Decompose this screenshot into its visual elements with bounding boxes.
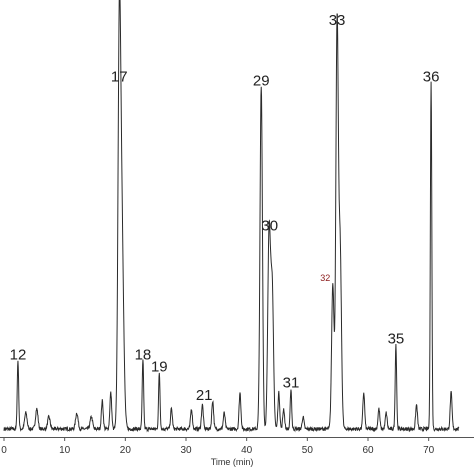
peak-label-33: 33 bbox=[329, 12, 346, 29]
peak-label-35: 35 bbox=[388, 330, 405, 347]
x-tick-label: 50 bbox=[302, 445, 314, 456]
peak-label-17: 17 bbox=[111, 68, 128, 85]
x-axis: 0 10 20 30 40 50 60 70 bbox=[0, 437, 474, 456]
peak-label-12: 12 bbox=[10, 346, 27, 363]
peak-label-29: 29 bbox=[253, 72, 270, 89]
x-tick-label: 30 bbox=[180, 445, 192, 456]
trace-layer bbox=[3, 0, 460, 433]
peak-label-36: 36 bbox=[423, 68, 440, 85]
x-tick-label: 70 bbox=[423, 445, 435, 456]
peak-label-19: 19 bbox=[151, 359, 168, 376]
peak-label-30: 30 bbox=[261, 218, 278, 235]
peak-label-32: 32 bbox=[320, 273, 330, 283]
peak-label-18: 18 bbox=[135, 346, 152, 363]
peak-label-21: 21 bbox=[196, 387, 213, 404]
x-tick-label: 0 bbox=[1, 445, 7, 456]
x-tick-label: 60 bbox=[362, 445, 374, 456]
x-tick-label: 10 bbox=[59, 445, 71, 456]
x-tick-label: 40 bbox=[241, 445, 253, 456]
chromatogram-trace bbox=[3, 0, 460, 433]
peak-label-31: 31 bbox=[283, 375, 300, 392]
x-tick-label: 20 bbox=[120, 445, 132, 456]
x-axis-title: Time (min) bbox=[211, 457, 254, 467]
